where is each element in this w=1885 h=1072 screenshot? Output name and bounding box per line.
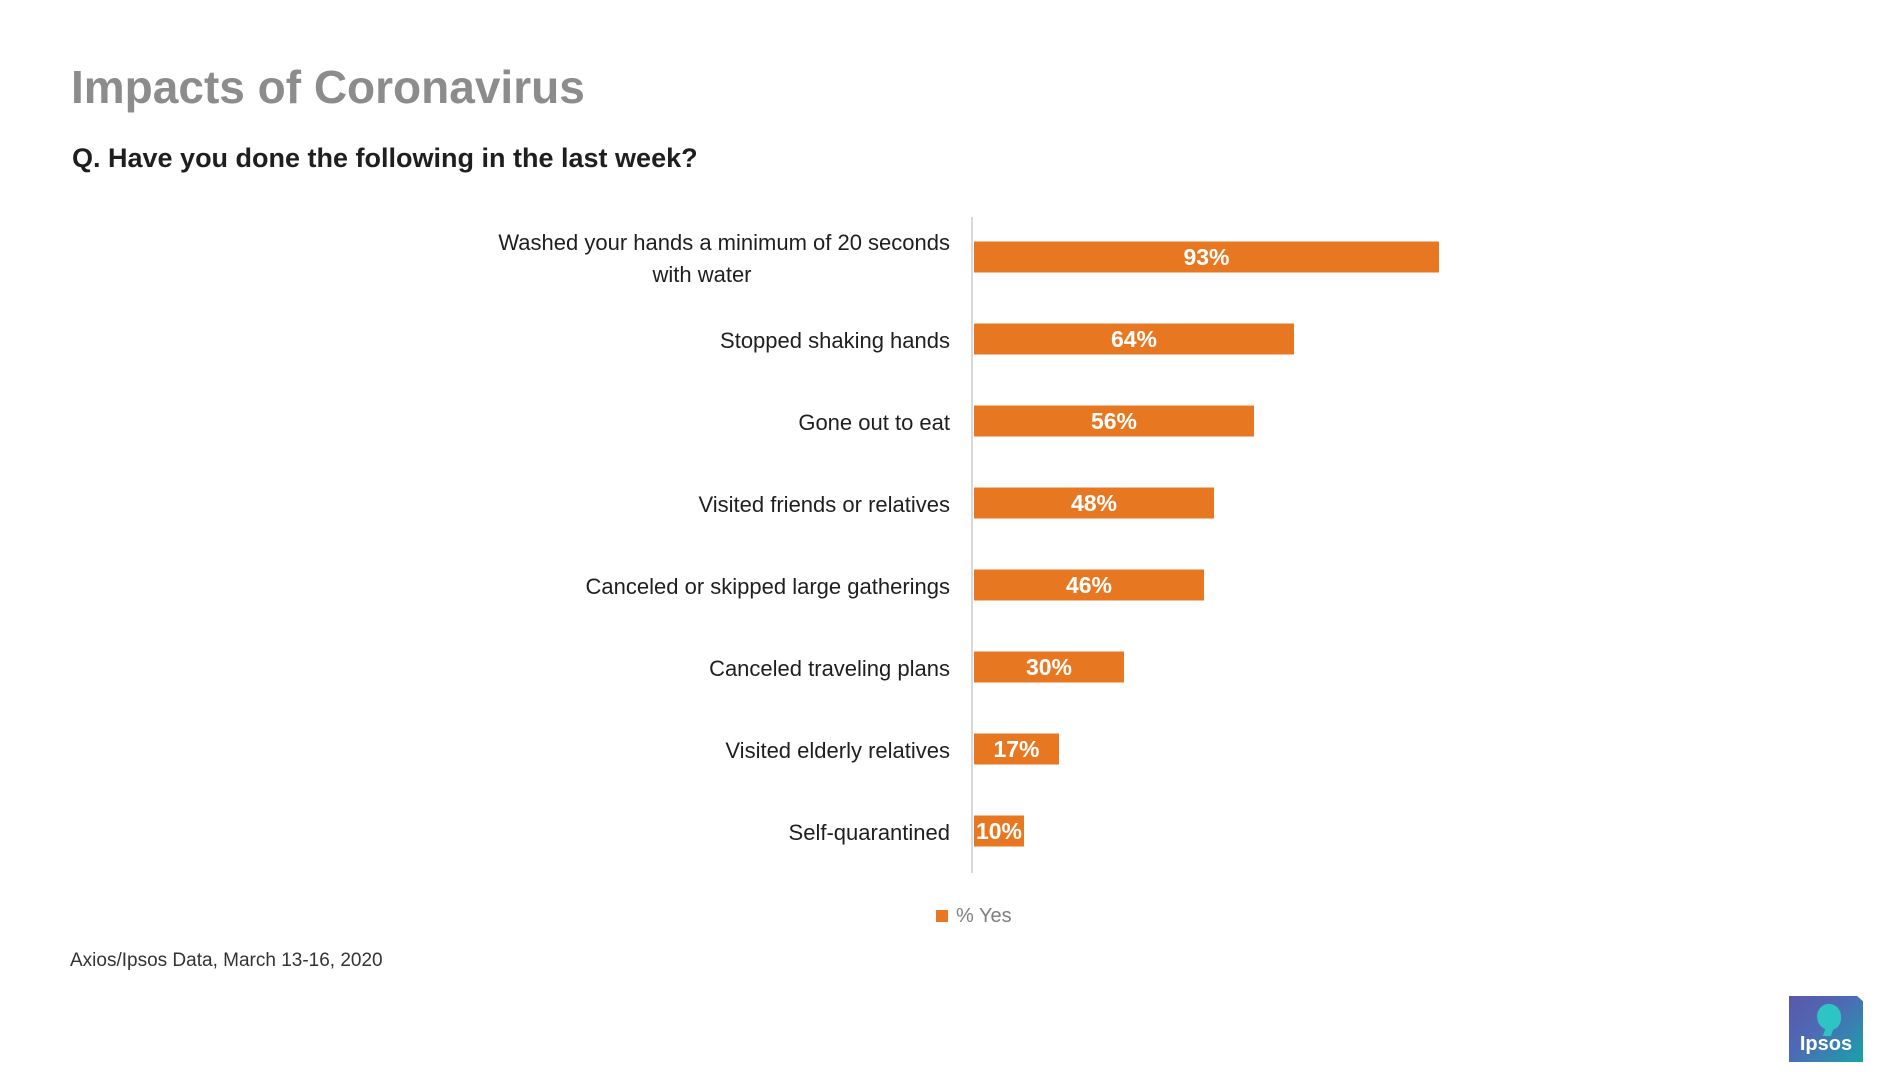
- speech-bubble-icon: [1817, 1004, 1841, 1030]
- logo-text: Ipsos: [1799, 1033, 1853, 1055]
- bar: [974, 733, 1059, 765]
- bar: [974, 405, 1254, 437]
- bar: [974, 487, 1214, 519]
- legend-label: % Yes: [956, 905, 1012, 927]
- chart-subtitle: Q. Have you done the following in the la…: [72, 143, 698, 173]
- bar: [974, 815, 1024, 847]
- bar: [974, 241, 1439, 273]
- data-label: 93%: [1183, 244, 1229, 270]
- ipsos-logo-icon: Ipsos: [1789, 996, 1863, 1062]
- page-title: Impacts of Coronavirus: [71, 61, 585, 113]
- data-label: 64%: [1111, 326, 1157, 352]
- data-label: 48%: [1071, 490, 1117, 516]
- category-label: Visited friends or relatives: [699, 492, 951, 517]
- category-label: Self-quarantined: [789, 820, 950, 845]
- category-label: with water: [651, 262, 751, 287]
- data-label: 56%: [1091, 408, 1137, 434]
- data-label: 10%: [976, 818, 1022, 844]
- bar: [974, 651, 1124, 683]
- category-label: Canceled traveling plans: [709, 656, 950, 681]
- bar: [974, 323, 1294, 355]
- category-label: Canceled or skipped large gatherings: [586, 574, 950, 599]
- category-label: Stopped shaking hands: [720, 328, 950, 353]
- legend-swatch: [936, 910, 948, 922]
- category-label: Visited elderly relatives: [725, 738, 950, 763]
- bar: [974, 569, 1204, 601]
- data-label: 46%: [1066, 572, 1112, 598]
- category-label: Washed your hands a minimum of 20 second…: [498, 230, 950, 255]
- source-footnote: Axios/Ipsos Data, March 13-16, 2020: [70, 950, 383, 971]
- category-label: Gone out to eat: [798, 410, 950, 435]
- data-label: 17%: [993, 736, 1039, 762]
- data-label: 30%: [1026, 654, 1072, 680]
